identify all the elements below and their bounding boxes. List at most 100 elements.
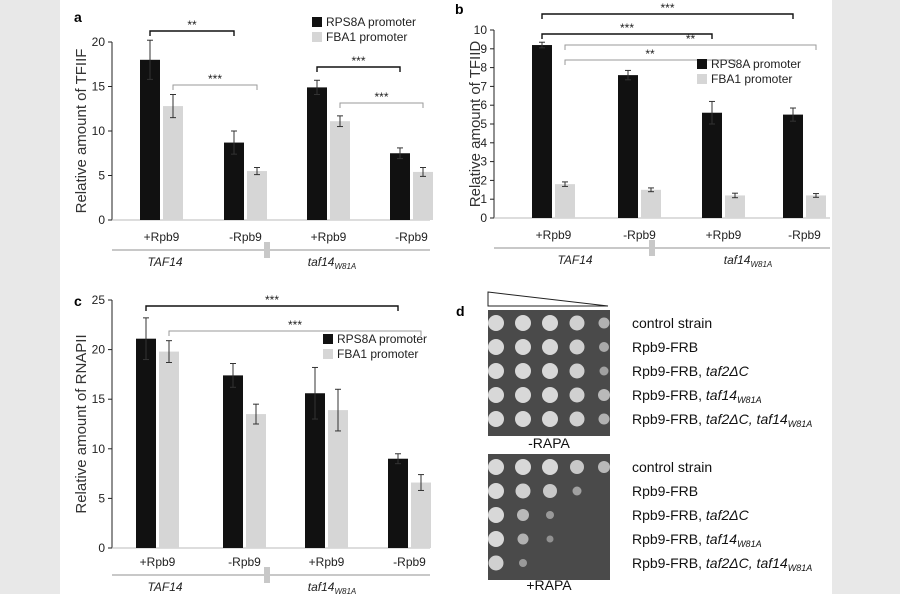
colony-spot	[515, 315, 531, 331]
colony-spot	[569, 387, 585, 403]
y-tick-label: 15	[92, 392, 106, 406]
y-axis-label: Relative amount of TFIID	[467, 41, 484, 208]
y-tick-label: 0	[480, 211, 487, 225]
bar-1-3	[413, 171, 433, 220]
y-tick-label: 0	[98, 213, 105, 227]
bar-1-2	[725, 195, 745, 218]
panel_b-letter: b	[455, 1, 464, 17]
bar-1-0	[159, 351, 179, 548]
group-label: taf14W81A	[308, 255, 357, 271]
colony-spot	[488, 507, 504, 523]
strain-label: Rpb9-FRB	[632, 483, 698, 499]
category-label: -Rpb9	[228, 555, 261, 569]
y-tick-label: 6	[480, 98, 487, 112]
significance-bracket	[541, 33, 713, 39]
strain-label: control strain	[632, 459, 712, 475]
legend-swatch	[697, 59, 707, 69]
bar-0-0	[136, 338, 156, 548]
category-label: +Rpb9	[309, 555, 345, 569]
significance-stars: **	[645, 47, 655, 61]
condition-label: +RAPA	[526, 577, 572, 593]
panel-d-letter: d	[456, 303, 465, 319]
y-tick-label: 20	[92, 35, 106, 49]
bar-1-0	[163, 106, 183, 220]
y-tick-label: 3	[480, 155, 487, 169]
group-label: TAF14	[147, 255, 182, 269]
colony-spot	[517, 509, 529, 521]
colony-spot	[569, 339, 585, 355]
y-tick-label: 2	[480, 173, 487, 187]
category-label: -Rpb9	[393, 555, 426, 569]
y-tick-label: 25	[92, 293, 106, 307]
bar-0-2	[307, 87, 327, 220]
category-label: -Rpb9	[395, 230, 428, 244]
dilution-wedge	[487, 291, 609, 307]
category-label: +Rpb9	[536, 228, 572, 242]
legend-swatch	[312, 32, 322, 42]
y-tick-label: 10	[92, 124, 106, 138]
colony-spot	[515, 363, 531, 379]
colony-spot	[515, 411, 531, 427]
strain-label: Rpb9-FRB, taf2ΔC, taf14W81A	[632, 411, 812, 429]
group-bar	[112, 574, 430, 576]
colony-spot	[569, 411, 585, 427]
y-axis-label: Relative amount of RNAPII	[73, 334, 90, 513]
category-label: -Rpb9	[229, 230, 262, 244]
bar-0-1	[618, 75, 638, 219]
strain-label: Rpb9-FRB, taf2ΔC	[632, 363, 750, 379]
colony-spot	[515, 483, 531, 499]
y-tick-label: 4	[480, 136, 487, 150]
strain-label: Rpb9-FRB, taf14W81A	[632, 531, 762, 549]
y-tick-label: 8	[480, 61, 487, 75]
significance-stars: ***	[288, 318, 302, 332]
figure: a 0 5 10 15 20 Relative amount of TFIIF +Rpb9 -R…	[60, 0, 832, 594]
colony-spot	[542, 315, 558, 331]
bar-1-2	[328, 410, 348, 548]
colony-spot	[519, 559, 527, 567]
colony-spot	[488, 483, 504, 499]
colony-spot	[542, 339, 558, 355]
category-label: -Rpb9	[788, 228, 821, 242]
colony-spot	[546, 511, 554, 519]
strain-label: Rpb9-FRB	[632, 339, 698, 355]
strain-label: Rpb9-FRB, taf14W81A	[632, 387, 762, 405]
bar-0-3	[390, 153, 410, 220]
colony-spot	[569, 363, 585, 379]
colony-spot	[488, 531, 504, 547]
legend-label: FBA1 promoter	[711, 72, 792, 86]
significance-stars: ***	[265, 293, 279, 307]
bar-0-1	[223, 375, 243, 548]
legend-label: RPS8A promoter	[337, 332, 427, 346]
group-bar	[112, 249, 430, 251]
colony-spot	[488, 315, 504, 331]
colony-spot	[488, 411, 504, 427]
significance-stars: ***	[351, 54, 365, 68]
colony-spot	[488, 555, 504, 571]
significance-stars: ***	[660, 1, 674, 15]
group-label: taf14W81A	[724, 253, 773, 269]
bar-1-3	[806, 195, 826, 218]
significance-stars: ***	[620, 21, 634, 35]
y-tick-label: 5	[98, 491, 105, 505]
colony-spot	[542, 387, 558, 403]
group-separator	[649, 240, 655, 256]
significance-bracket	[145, 305, 399, 311]
significance-bracket	[149, 30, 235, 36]
significance-stars: **	[686, 32, 696, 46]
significance-stars: ***	[374, 90, 388, 104]
significance-bracket	[172, 84, 258, 90]
legend-swatch	[697, 74, 707, 84]
colony-spot	[572, 486, 582, 496]
colony-spot	[599, 366, 609, 376]
panel-c-chart: c 0 5 10 15 20 25 Relative amount of RNAPII +Rpb…	[73, 293, 431, 594]
y-tick-label: 10	[474, 23, 488, 37]
y-tick-label: 15	[92, 80, 106, 94]
bar-0-1	[224, 142, 244, 220]
bar-1-3	[411, 482, 431, 548]
colony-spot	[517, 533, 529, 545]
significance-bracket	[564, 59, 736, 65]
panel_c-letter: c	[74, 293, 82, 309]
colony-spot	[546, 535, 554, 543]
group-separator	[264, 242, 270, 258]
